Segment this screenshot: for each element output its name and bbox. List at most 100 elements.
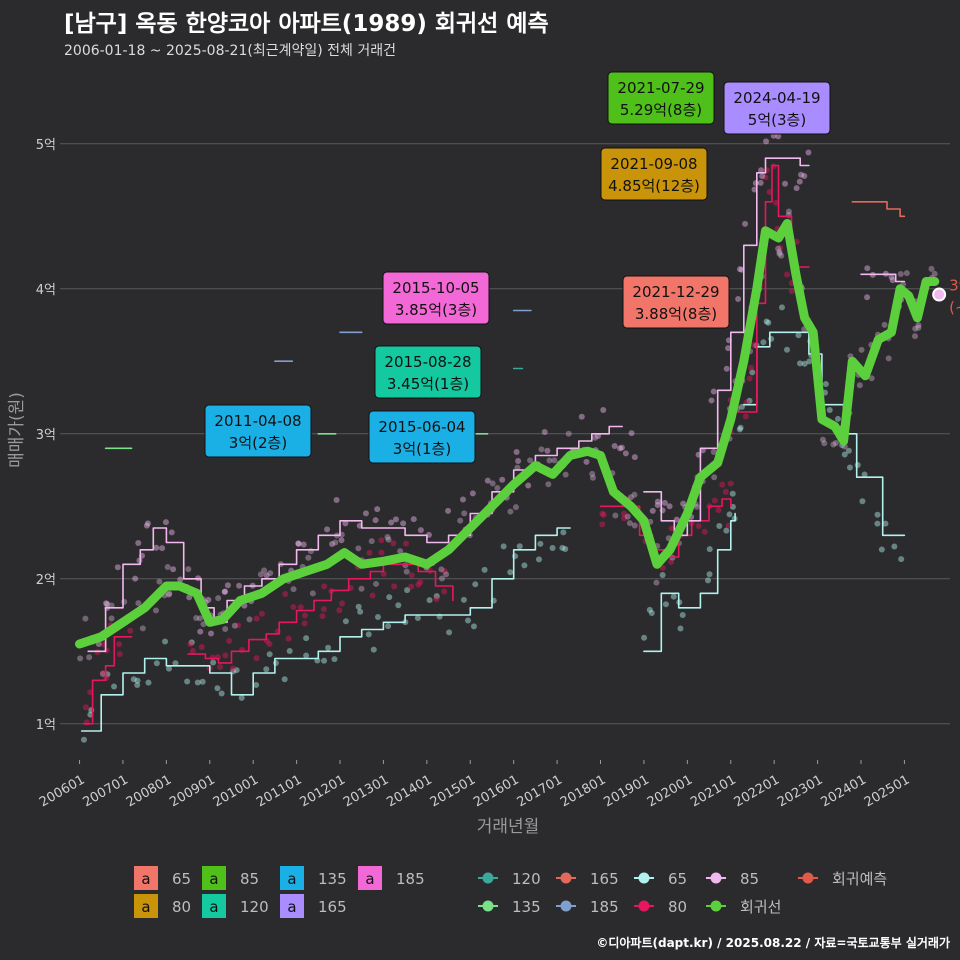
x-tick-label: 200601 [37, 772, 87, 810]
scatter-point [397, 548, 404, 555]
annotation-price: 3억(2층) [229, 434, 287, 452]
scatter-point [578, 413, 585, 420]
scatter-point [646, 606, 653, 613]
scatter-point [785, 208, 792, 215]
scatter-point [706, 571, 713, 578]
scatter-point [215, 595, 222, 602]
scatter-point [235, 622, 242, 629]
scatter-point [776, 250, 783, 257]
scatter-point [189, 648, 196, 655]
legend-line-dot [560, 872, 572, 884]
legend-area-label: 135 [318, 870, 347, 888]
legend-line-item: 65 [634, 870, 687, 888]
scatter-point [626, 520, 633, 527]
scatter-point [801, 173, 808, 180]
scatter-point [342, 520, 349, 527]
annotation-date: 2015-10-05 [392, 279, 479, 297]
scatter-point [759, 173, 766, 180]
legend-area-item: a 120 [202, 894, 269, 918]
scatter-point [236, 582, 243, 589]
series-85-line [87, 425, 623, 653]
scatter-point [805, 149, 812, 156]
scatter-point [164, 564, 171, 571]
scatter-point [194, 679, 201, 686]
scatter-point [325, 644, 332, 651]
scatter-point [527, 457, 534, 464]
scatter-point [282, 590, 289, 597]
scatter-point [778, 252, 785, 259]
scatter-point [746, 375, 753, 382]
scatter-point [749, 369, 756, 376]
scatter-point [654, 502, 661, 509]
scatter-point [333, 497, 340, 504]
scatter-point [616, 445, 623, 452]
annotation-price: 3.85억(3층) [395, 301, 477, 319]
annotation-label: 2021-09-08 4.85억(12층) [600, 147, 708, 201]
scatter-point [599, 510, 606, 517]
legend-line-label: 185 [590, 898, 619, 916]
scatter-point [214, 685, 221, 692]
scatter-point [777, 244, 784, 251]
annotation-date: 2015-08-28 [384, 353, 471, 371]
scatter-point [788, 288, 795, 295]
scatter-point [599, 521, 606, 528]
legend-area-swatch [358, 866, 382, 890]
scatter-point [372, 517, 379, 524]
scatter-point [885, 355, 892, 362]
scatter-point [197, 628, 204, 635]
scatter-point [499, 476, 506, 483]
scatter-point [516, 543, 523, 550]
legend-line-dot [482, 872, 494, 884]
scatter-point [266, 640, 273, 647]
x-tick-label: 201501 [428, 772, 478, 810]
scatter-point [489, 480, 496, 487]
scatter-point [460, 596, 467, 603]
scatter-point [673, 516, 680, 523]
scatter-point [303, 635, 310, 642]
legend-area-item: a 85 [202, 866, 259, 890]
y-tick-label: 5억 [36, 138, 56, 153]
scatter-point [507, 569, 514, 576]
scatter-point [750, 342, 757, 349]
scatter-point [339, 600, 346, 607]
scatter-point [300, 541, 307, 548]
scatter-point [441, 568, 448, 575]
scatter-point [874, 511, 881, 518]
x-tick-label: 202301 [775, 772, 825, 810]
annotation-price: 5.29억(8층) [620, 101, 702, 119]
legend-area-glyph: a [365, 870, 374, 888]
scatter-point [621, 515, 628, 522]
x-tick-label: 200901 [167, 772, 217, 810]
scatter-point [162, 519, 169, 526]
scatter-point [153, 544, 160, 551]
scatter-point [841, 451, 848, 458]
scatter-point [763, 318, 770, 325]
scatter-point [758, 167, 765, 174]
scatter-point [402, 540, 409, 547]
scatter-point [139, 625, 146, 632]
annotation-price: 3.88억(8층) [635, 305, 717, 323]
x-tick-label: 200701 [80, 772, 130, 810]
x-tick-label: 201901 [601, 772, 651, 810]
x-tick-label: 201701 [515, 772, 565, 810]
scatter-point [710, 388, 717, 395]
legend-line-label: 회귀선 [740, 898, 781, 916]
legend: a 65 a 85 a 135 a 185 a 80 a 120 a 165 120 165 65 85 회귀예측 1… [134, 866, 887, 918]
scatter-point [87, 689, 94, 696]
scatter-point [931, 270, 938, 277]
legend-line-item: 120 [478, 870, 541, 888]
scatter-point [846, 464, 853, 471]
scatter-point [370, 646, 377, 653]
scatter-point [500, 543, 507, 550]
legend-line-item: 165 [556, 870, 619, 888]
scatter-point [661, 499, 668, 506]
scatter-point [166, 590, 173, 597]
scatter-point [266, 651, 273, 658]
scatter-point [766, 188, 773, 195]
scatter-point [408, 572, 415, 579]
legend-line-label: 135 [512, 898, 541, 916]
scatter-point [512, 504, 519, 511]
annotation-label: 2021-12-29 3.88억(8층) [622, 275, 730, 329]
scatter-point [778, 304, 785, 311]
scatter-point [711, 497, 718, 504]
